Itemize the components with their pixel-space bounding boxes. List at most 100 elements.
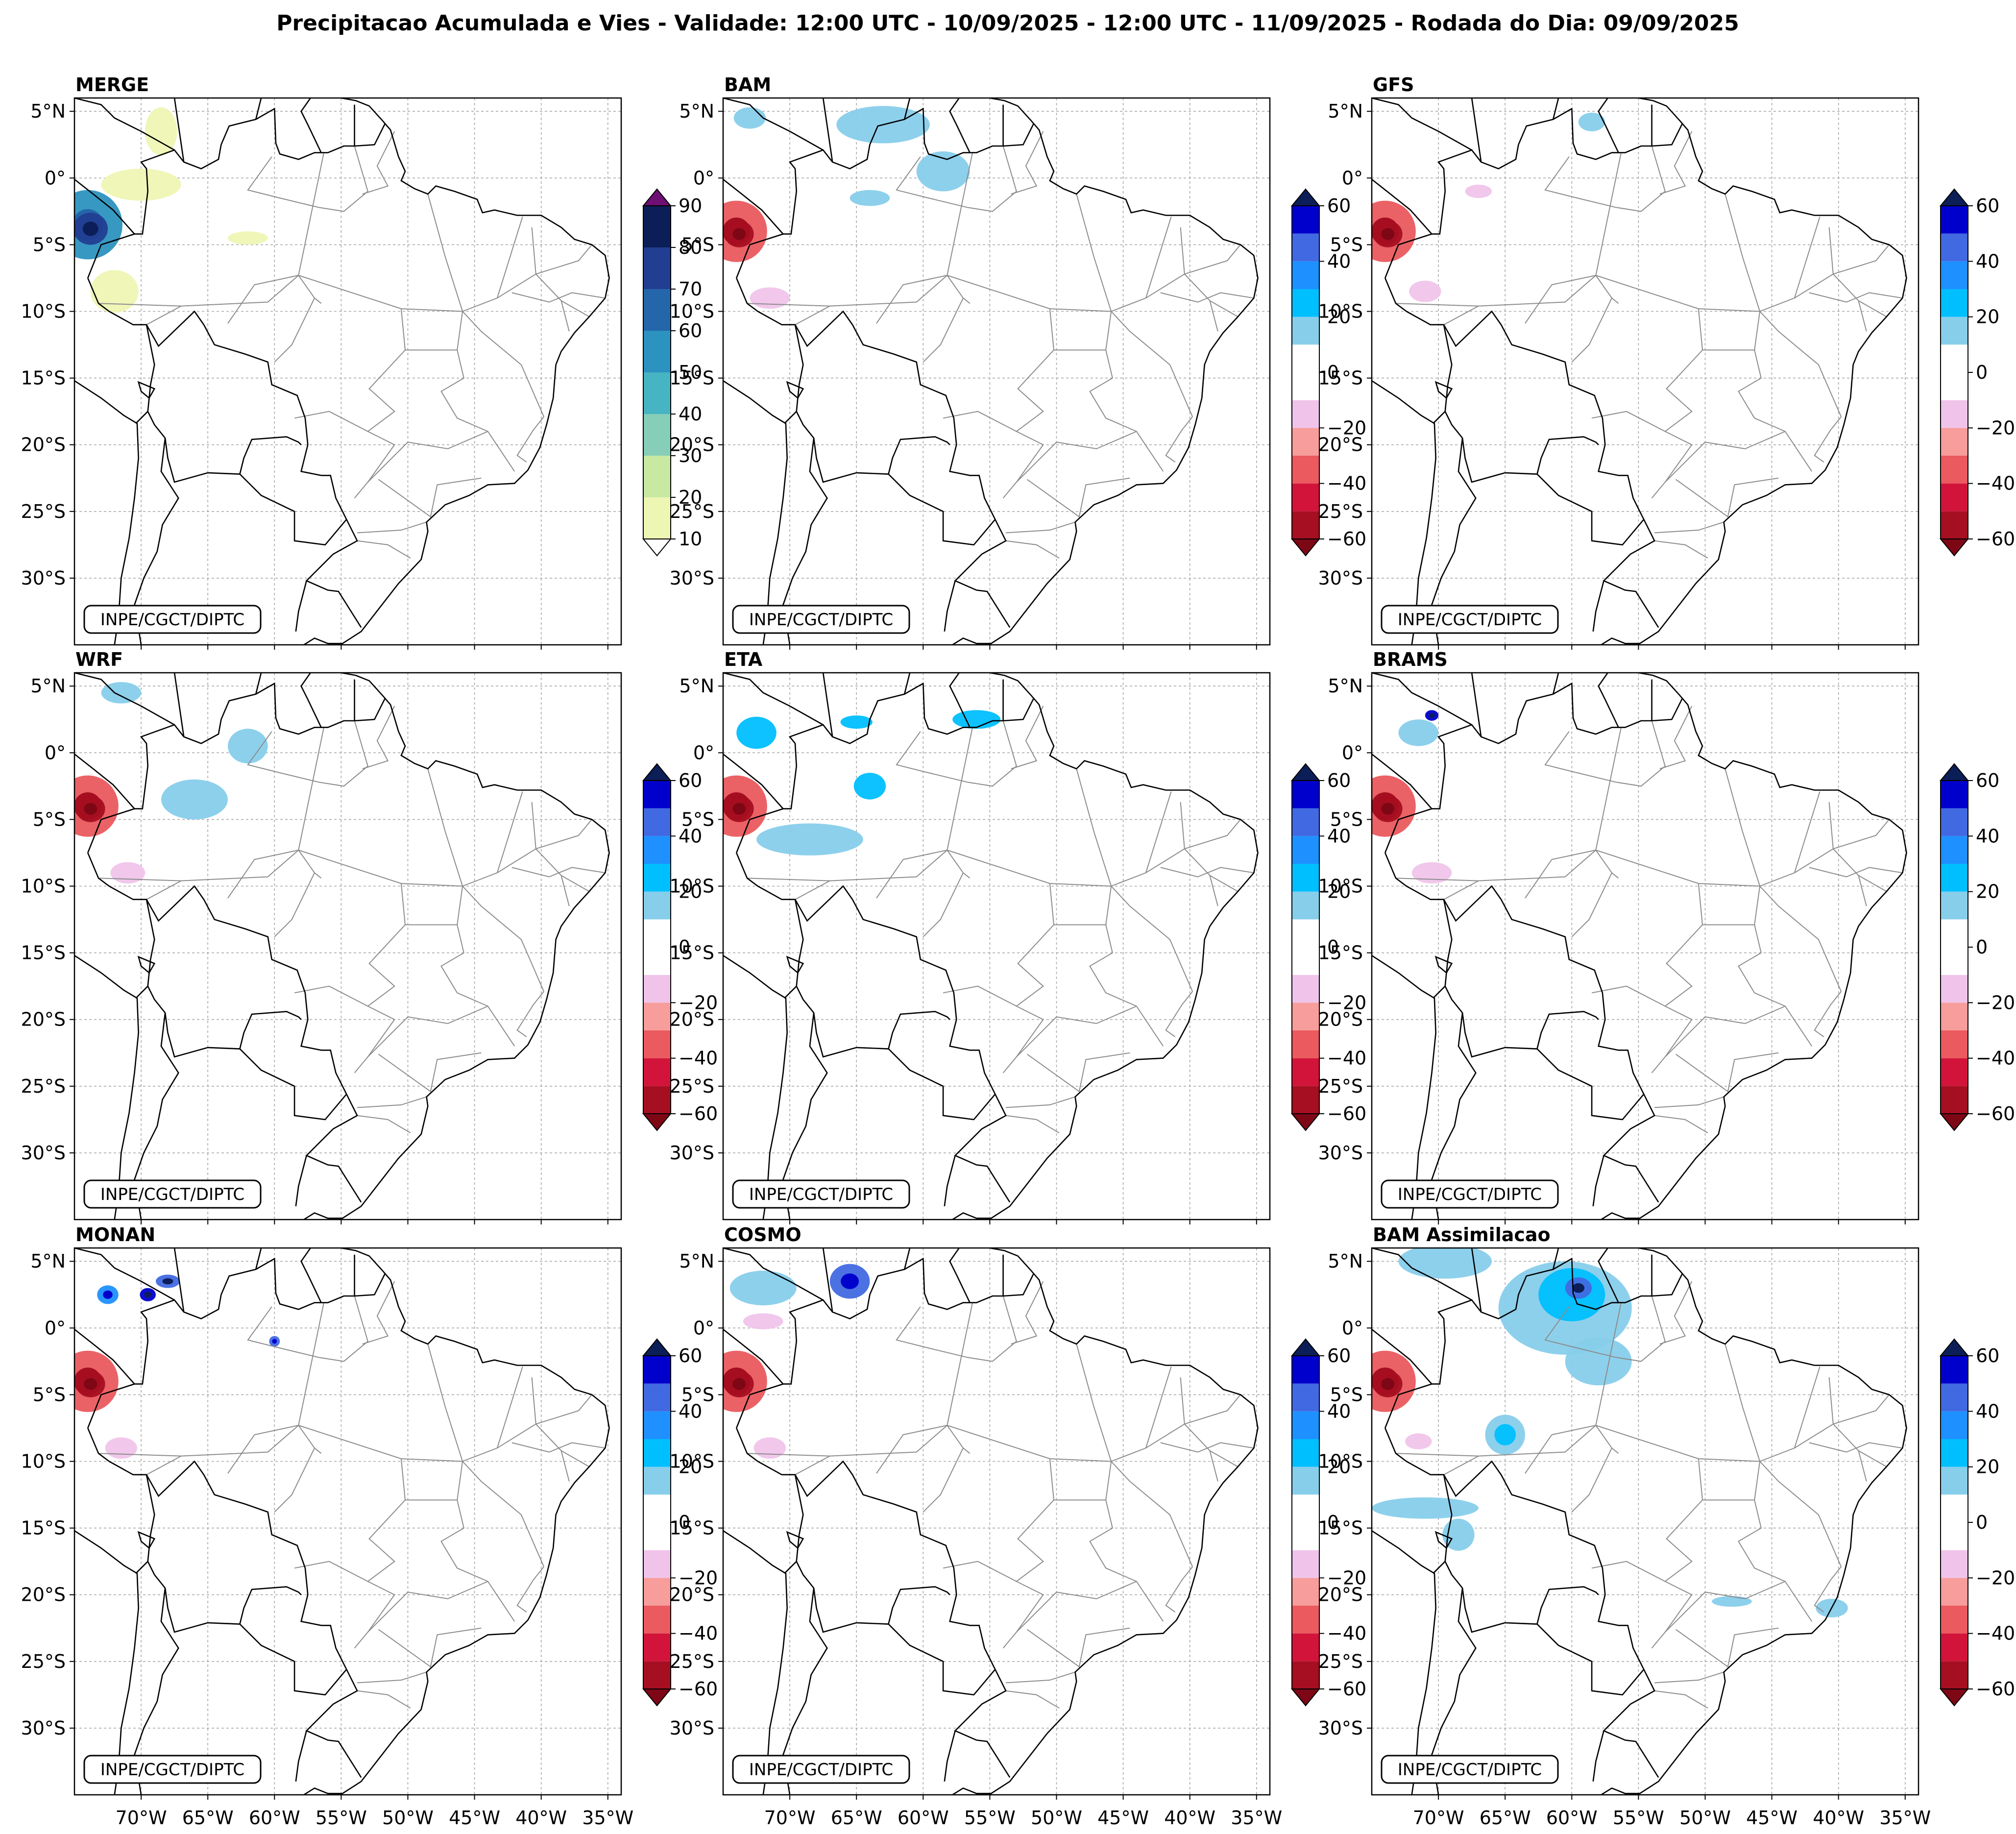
map-background bbox=[723, 98, 1270, 645]
colorbar-tick-label: 0 bbox=[1327, 1512, 1339, 1533]
lat-tick-label: 10°S bbox=[670, 301, 714, 322]
country-border bbox=[888, 473, 996, 546]
colorbar-under-arrow bbox=[1290, 1113, 1321, 1131]
state-boundary bbox=[1858, 875, 1867, 906]
state-boundary bbox=[1525, 850, 1596, 899]
lon-tick-label: 70°W bbox=[116, 1807, 167, 1829]
state-boundary bbox=[146, 880, 182, 900]
state-boundary bbox=[1659, 131, 1693, 195]
country-border bbox=[300, 673, 322, 728]
lat-tick-label: 5°N bbox=[1328, 675, 1363, 697]
panel-title: MONAN bbox=[75, 1224, 155, 1246]
lat-tick-label: 0° bbox=[1342, 167, 1363, 189]
colorbar-segment bbox=[1292, 1550, 1319, 1578]
state-boundary bbox=[357, 1671, 427, 1684]
state-boundary bbox=[362, 131, 395, 195]
colorbar-tick-label: −20 bbox=[1327, 417, 1366, 439]
lon-tick-label: 55°W bbox=[1613, 1807, 1664, 1829]
state-boundary bbox=[1571, 297, 1612, 363]
atlantic-coastline bbox=[303, 1248, 610, 1795]
colorbar-tick-label: 40 bbox=[1976, 250, 1999, 272]
country-border bbox=[723, 178, 784, 235]
precip-core-7 bbox=[272, 1339, 277, 1344]
state-boundary bbox=[294, 985, 368, 1007]
colorbar-tick-label: 20 bbox=[1327, 881, 1351, 903]
state-boundary bbox=[1184, 819, 1241, 850]
state-boundary bbox=[1725, 768, 1761, 925]
state-boundary bbox=[1665, 1005, 1786, 1057]
lat-tick-label: 25°S bbox=[21, 501, 66, 522]
colorbar-tick-label: 20 bbox=[679, 881, 702, 903]
lake-titicaca bbox=[137, 381, 156, 399]
colorbar-tick-label: 40 bbox=[1327, 1400, 1351, 1422]
colorbar-segment bbox=[1292, 1030, 1319, 1058]
panel-title: BAM Assimilacao bbox=[1373, 1224, 1551, 1246]
colorbar-segment bbox=[1292, 400, 1319, 428]
country-border bbox=[1443, 899, 1599, 1058]
colorbar-gfs: −60 −40 −20 0 20 40 60 bbox=[1939, 188, 2015, 557]
state-boundary bbox=[1160, 292, 1254, 303]
precip-field-6 bbox=[228, 231, 268, 245]
colorbar-tick-label: −40 bbox=[1327, 1048, 1366, 1069]
colorbar-segment bbox=[1941, 1550, 1968, 1578]
colorbar-segment bbox=[643, 891, 671, 920]
state-boundary bbox=[1702, 349, 1813, 472]
colorbar-tick-label: −60 bbox=[1976, 1678, 2015, 1700]
colorbar-segment bbox=[1941, 1633, 1968, 1662]
lat-tick-label: 10°S bbox=[1318, 1451, 1363, 1472]
state-boundary bbox=[1005, 1690, 1060, 1709]
map-background bbox=[723, 673, 1270, 1220]
colorbar-segment bbox=[1941, 289, 1968, 317]
country-border bbox=[74, 98, 175, 151]
colorbar-tick-label: −20 bbox=[679, 992, 718, 1013]
lon-tick-label: 50°W bbox=[1031, 1807, 1082, 1829]
colorbar-wrf: −60 −40 −20 0 20 40 60 bbox=[642, 763, 718, 1131]
lat-tick-label: 25°S bbox=[670, 501, 714, 522]
country-border bbox=[1372, 98, 1472, 151]
state-boundary bbox=[378, 1627, 482, 1668]
colorbar-tick-label: 40 bbox=[679, 1400, 702, 1422]
colorbar-tick-label: −40 bbox=[679, 1048, 718, 1069]
country-border bbox=[146, 1474, 302, 1633]
lon-tick-label: 40°W bbox=[1813, 1807, 1864, 1829]
colorbar-over-arrow bbox=[642, 763, 672, 781]
colorbar-eta: −60 −40 −20 0 20 40 60 bbox=[1290, 763, 1366, 1131]
country-border bbox=[723, 98, 824, 151]
colorbar-segment bbox=[1292, 1606, 1319, 1634]
state-boundary bbox=[1011, 1281, 1044, 1345]
credit-text: INPE/CGCT/DIPTC bbox=[100, 1760, 244, 1780]
precip-field-7 bbox=[733, 107, 766, 129]
state-boundary bbox=[1525, 275, 1596, 324]
state-boundary bbox=[967, 146, 1017, 212]
colorbar-segment bbox=[643, 919, 671, 975]
precip-field-3 bbox=[736, 716, 777, 749]
country-border bbox=[1471, 1248, 1482, 1312]
state-boundary bbox=[362, 1281, 395, 1345]
panel-cosmo: COSMO 5°N 0° 5°S 10°S 15°S 20°S 25°S 30°S 70°W 65°… bbox=[670, 1224, 1367, 1829]
atlantic-coastline bbox=[1601, 1248, 1907, 1795]
country-border bbox=[1384, 682, 1683, 853]
country-border bbox=[782, 438, 828, 645]
colorbar-tick-label: 60 bbox=[679, 770, 702, 791]
state-boundary bbox=[1833, 1423, 1887, 1467]
state-boundary bbox=[1676, 477, 1779, 518]
precip-core-3 bbox=[841, 1273, 859, 1289]
colorbar-segment bbox=[1292, 836, 1319, 864]
lon-tick-label: 35°W bbox=[1879, 1807, 1931, 1829]
precip-core-4 bbox=[144, 1292, 151, 1298]
colorbar-tick-label: 40 bbox=[1327, 250, 1351, 272]
lat-tick-label: 30°S bbox=[21, 567, 66, 589]
country-border bbox=[1592, 1155, 1604, 1206]
state-boundary bbox=[1184, 848, 1239, 892]
country-border bbox=[794, 324, 950, 483]
pacific-coastline bbox=[1372, 1530, 1437, 1795]
state-boundary bbox=[247, 1306, 319, 1358]
state-boundary bbox=[560, 300, 570, 332]
precip-core-2 bbox=[1381, 1378, 1395, 1390]
panel-wrf: WRF 5°N 0° 5°S 10°S 15°S 20°S 25°S 30°S INPE/CGCT… bbox=[21, 649, 718, 1224]
colorbar-segment bbox=[1941, 864, 1968, 892]
state-boundary bbox=[294, 411, 368, 432]
state-boundary bbox=[318, 1296, 368, 1362]
map-area bbox=[723, 98, 1270, 645]
state-boundary bbox=[298, 275, 463, 312]
